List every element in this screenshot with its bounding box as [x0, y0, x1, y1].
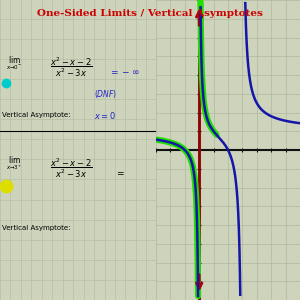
Text: $x = 0$: $x = 0$: [94, 110, 116, 121]
Text: One-Sided Limits / Vertical Asymptotes: One-Sided Limits / Vertical Asymptotes: [37, 9, 263, 18]
Text: $\lim_{x\to 0^-}$: $\lim_{x\to 0^-}$: [6, 55, 22, 72]
Text: $\dfrac{x^2-x-2}{x^2-3x}$: $\dfrac{x^2-x-2}{x^2-3x}$: [50, 56, 92, 79]
Text: Vertical Asymptote:: Vertical Asymptote:: [2, 112, 70, 118]
Text: $= -\infty$: $= -\infty$: [109, 68, 140, 76]
Text: $(DNF)$: $(DNF)$: [94, 88, 117, 101]
Text: $\dfrac{x^2-x-2}{x^2-3x}$: $\dfrac{x^2-x-2}{x^2-3x}$: [50, 156, 92, 180]
Text: $\lim_{x\to 3^+}$: $\lim_{x\to 3^+}$: [6, 155, 22, 172]
Text: Vertical Asymptote:: Vertical Asymptote:: [2, 225, 70, 231]
Text: $=$: $=$: [116, 168, 126, 177]
